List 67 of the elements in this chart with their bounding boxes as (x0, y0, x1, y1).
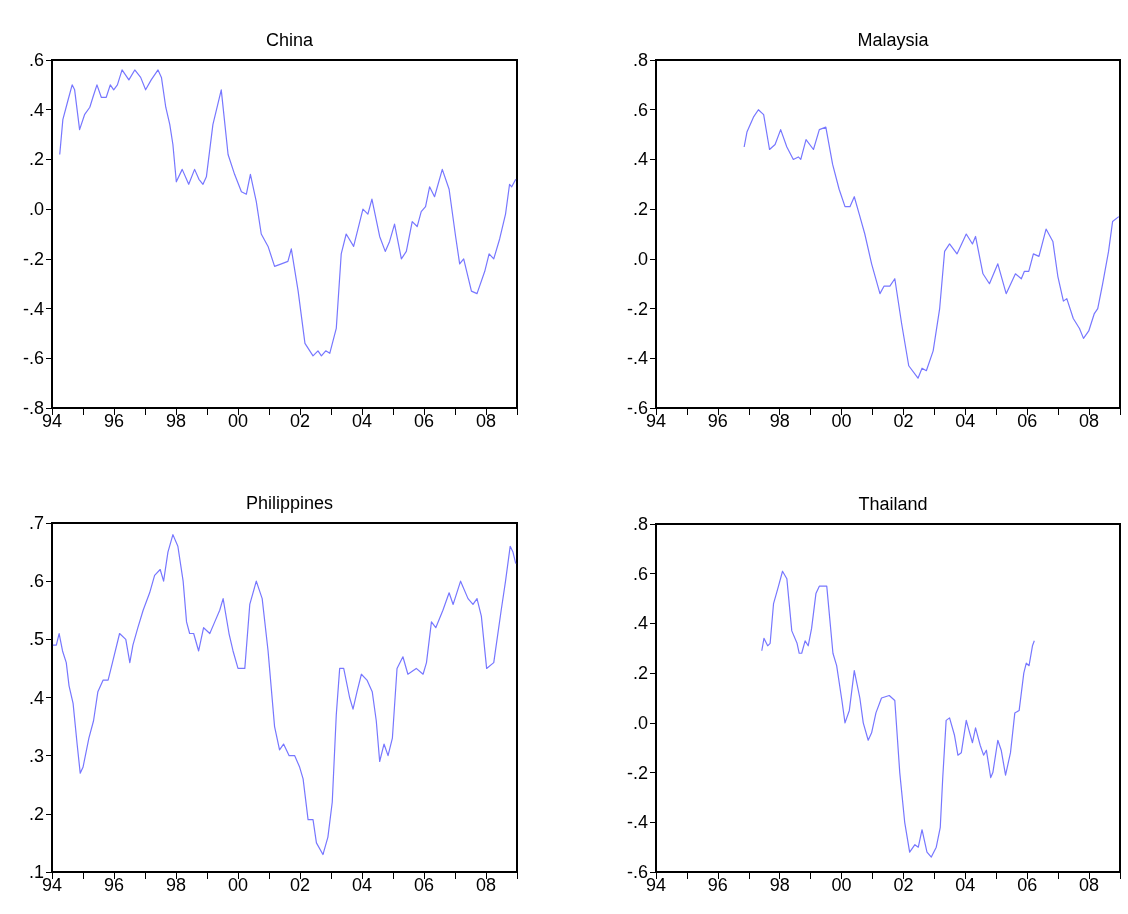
x-tick-label: 98 (769, 411, 790, 431)
y-tick-label: .5 (28, 629, 44, 650)
x-tick-label: 04 (351, 411, 373, 431)
y-tick-label: -.6 (22, 348, 44, 369)
y-tick-label: .2 (28, 803, 44, 824)
y-tick-label: -.2 (626, 298, 648, 319)
line-series (59, 69, 517, 357)
x-tick-label: 04 (955, 411, 976, 431)
x-tick-label: 00 (831, 411, 852, 431)
y-tick-label: .1 (28, 862, 44, 882)
x-tick-label: 02 (893, 875, 914, 895)
y-tick-label: .6 (632, 563, 648, 584)
y-tick-label: .3 (28, 745, 44, 766)
x-tick-label: 06 (413, 875, 435, 895)
y-tick-label: .0 (632, 712, 648, 733)
x-tick-label: 98 (769, 875, 790, 895)
line-series (52, 534, 517, 856)
x-tick-label: 08 (1079, 411, 1100, 431)
y-tick-label: -.4 (22, 298, 44, 319)
x-tick-label: 00 (831, 875, 852, 895)
y-tick-label: -.4 (626, 348, 648, 369)
x-tick-label: 00 (227, 411, 249, 431)
x-tick-label: 06 (1017, 411, 1038, 431)
y-tick-label: -.2 (22, 248, 44, 269)
y-tick-label: -.6 (626, 862, 648, 882)
x-tick-label: 00 (227, 875, 249, 895)
line-series (743, 109, 1120, 379)
y-tick-label: .4 (28, 687, 44, 708)
x-tick-label: 08 (475, 411, 497, 431)
y-tick-label: -.4 (626, 812, 648, 833)
x-tick-label: 04 (955, 875, 976, 895)
y-tick-label: .7 (28, 513, 44, 533)
y-tick-label: -.2 (626, 762, 648, 783)
x-tick-label: 06 (413, 411, 435, 431)
y-tick-label: -.8 (22, 398, 44, 418)
x-tick-label: 98 (165, 411, 187, 431)
y-tick-label: .8 (632, 50, 648, 70)
chart-title: Thailand (858, 494, 928, 514)
chart-title: Malaysia (857, 30, 930, 50)
x-tick-label: 02 (893, 411, 914, 431)
y-tick-label: .2 (632, 663, 648, 684)
x-tick-label: 96 (103, 875, 125, 895)
y-tick-label: .4 (632, 149, 648, 170)
x-tick-label: 08 (475, 875, 497, 895)
x-tick-label: 96 (103, 411, 125, 431)
chart-title: Philippines (245, 493, 334, 513)
y-tick-label: .8 (632, 514, 648, 534)
x-tick-label: 06 (1017, 875, 1038, 895)
y-tick-label: .2 (632, 199, 648, 220)
x-tick-label: 96 (707, 411, 728, 431)
y-tick-label: .4 (632, 613, 648, 634)
y-tick-label: .6 (28, 571, 44, 592)
y-tick-label: .2 (28, 149, 44, 170)
y-tick-label: .0 (632, 248, 648, 269)
x-tick-label: 08 (1079, 875, 1100, 895)
chart-title: China (265, 30, 314, 50)
line-series (761, 570, 1035, 858)
y-tick-label: -.6 (626, 398, 648, 418)
y-tick-label: .6 (28, 50, 44, 70)
x-tick-label: 98 (165, 875, 187, 895)
y-tick-label: .4 (28, 99, 44, 120)
x-tick-label: 02 (289, 875, 311, 895)
x-tick-label: 96 (707, 875, 728, 895)
y-tick-label: .6 (632, 99, 648, 120)
y-tick-label: .0 (28, 199, 44, 220)
x-tick-label: 02 (289, 411, 311, 431)
x-tick-label: 04 (351, 875, 373, 895)
